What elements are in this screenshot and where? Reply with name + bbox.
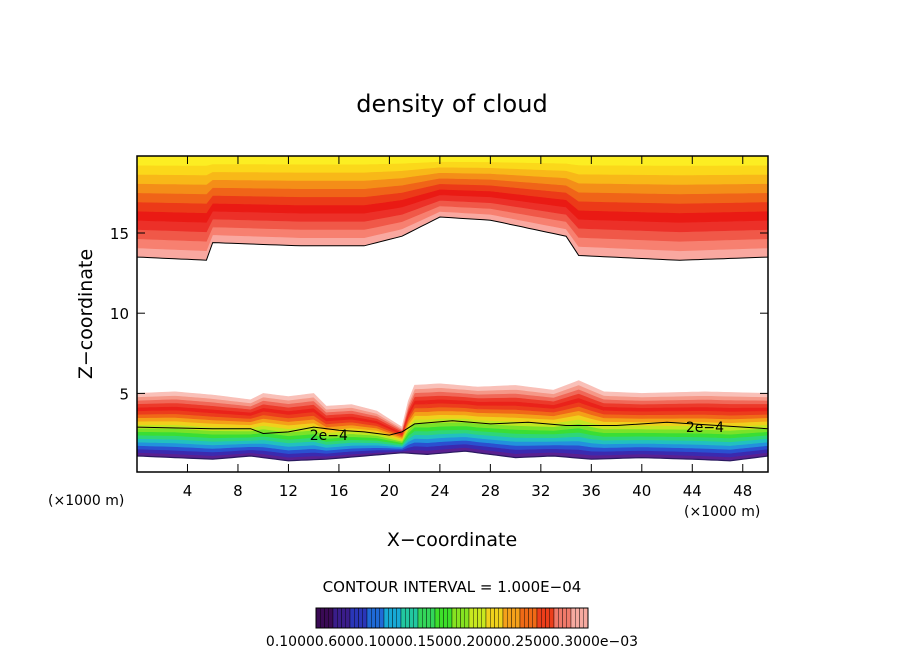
contour-labels: 2e−4 2e−4: [310, 420, 724, 444]
colorbar-swatch: [324, 607, 329, 629]
y-tick-label: 10: [110, 305, 129, 323]
contour-label: 2e−4: [686, 420, 724, 436]
colorbar-swatch: [481, 607, 487, 629]
x-tick-label: 8: [233, 482, 243, 500]
x-tick-label: 48: [733, 482, 752, 500]
colorbar-swatch: [315, 607, 321, 629]
x-tick-label: 40: [632, 482, 651, 500]
colorbar-swatch: [558, 607, 563, 629]
colorbar-swatch: [515, 607, 521, 629]
colorbar-swatch: [379, 607, 385, 629]
colorbar-swatch: [511, 607, 516, 629]
colorbar-swatch: [362, 607, 368, 629]
x-tick-label: 28: [481, 482, 500, 500]
colorbar-swatch: [545, 607, 550, 629]
colorbar-swatch: [532, 607, 538, 629]
colorbar-swatch: [536, 607, 542, 629]
x-tick-label: 44: [683, 482, 702, 500]
y-tick-label: 15: [110, 225, 129, 243]
colorbar-swatch: [507, 607, 512, 629]
colorbar-swatch: [528, 607, 533, 629]
colorbar-swatch: [366, 607, 372, 629]
colorbar-swatch: [553, 607, 559, 629]
colorbar-swatch: [468, 607, 474, 629]
colorbar-swatch: [332, 607, 338, 629]
colorbar-swatch: [570, 607, 576, 629]
colorbar-swatch: [579, 607, 584, 629]
colorbar-swatch: [566, 607, 572, 629]
colorbar-swatch: [392, 607, 397, 629]
colorbar-swatch: [575, 607, 580, 629]
plot-frame: [136, 155, 769, 473]
plot-area: [136, 155, 769, 462]
x-tick-label: 20: [380, 482, 399, 500]
colorbar-swatch: [328, 607, 334, 629]
colorbar-swatch: [583, 607, 589, 629]
colorbar-swatch: [460, 607, 465, 629]
colorbar-swatch: [490, 607, 495, 629]
colorbar-swatch: [434, 607, 440, 629]
colorbar-swatch: [375, 607, 380, 629]
contour-label: 2e−4: [310, 428, 348, 444]
colorbar-swatch: [464, 607, 470, 629]
upper-layer-boundary-line: [136, 216, 769, 261]
colorbar-swatch: [549, 607, 555, 629]
colorbar-swatch: [354, 607, 359, 629]
colorbar-swatch: [371, 607, 376, 629]
colorbar-swatch: [524, 607, 529, 629]
colorbar-swatch: [456, 607, 461, 629]
colorbar-labels: 0.10000.6000.10000.15000.20000.25000.300…: [266, 634, 638, 650]
x-tick-label: 12: [279, 482, 298, 500]
x-unit-left: (×1000 m): [48, 493, 124, 509]
y-tick-label: 5: [119, 385, 129, 403]
colorbar-swatch: [443, 607, 448, 629]
contour-lines: [136, 216, 769, 462]
x-tick-label: 4: [183, 482, 193, 500]
colorbar-swatch: [320, 607, 325, 629]
colorbar-swatch: [383, 607, 389, 629]
x-tick-label: 36: [582, 482, 601, 500]
colorbar-swatch: [473, 607, 478, 629]
colorbar-swatch: [409, 607, 414, 629]
colorbar-swatch: [541, 607, 546, 629]
colorbar-swatch: [400, 607, 406, 629]
colorbar-frame: [315, 607, 589, 629]
colorbar-swatch: [494, 607, 499, 629]
colorbar-swatch: [447, 607, 453, 629]
colorbar-swatch: [439, 607, 444, 629]
colorbar-swatch: [396, 607, 402, 629]
contour-interval-text: CONTOUR INTERVAL = 1.000E−04: [323, 578, 582, 596]
x-unit-right: (×1000 m): [684, 504, 760, 520]
colorbar-swatch: [413, 607, 419, 629]
colorbar-swatch: [341, 607, 346, 629]
colorbar-swatch: [358, 607, 363, 629]
colorbar-swatch: [502, 607, 508, 629]
colorbar-swatch: [349, 607, 355, 629]
colorbar-swatch: [417, 607, 423, 629]
x-tick-label: 24: [430, 482, 449, 500]
x-axis-label: X−coordinate: [387, 529, 517, 551]
x-tick-label: 32: [531, 482, 550, 500]
colorbar-swatch: [405, 607, 410, 629]
y-axis-label: Z−coordinate: [75, 249, 97, 379]
colorbar-swatch: [562, 607, 567, 629]
colorbar-swatch: [485, 607, 491, 629]
colorbar-swatch: [345, 607, 351, 629]
colorbar-swatch: [477, 607, 482, 629]
colorbar-swatch: [426, 607, 431, 629]
colorbar-swatch: [451, 607, 457, 629]
x-tick-label: 16: [329, 482, 348, 500]
colorbar-swatch: [430, 607, 436, 629]
colorbar-swatch: [388, 607, 393, 629]
lower-layer-base-line: [136, 450, 769, 462]
colorbar-swatch: [519, 607, 525, 629]
colorbar-swatch: [337, 607, 342, 629]
contour-line-2e-4: [136, 420, 769, 436]
chart-title: density of cloud: [356, 90, 547, 118]
colorbar: [315, 607, 589, 629]
colorbar-swatch: [422, 607, 427, 629]
colorbar-swatch: [498, 607, 504, 629]
